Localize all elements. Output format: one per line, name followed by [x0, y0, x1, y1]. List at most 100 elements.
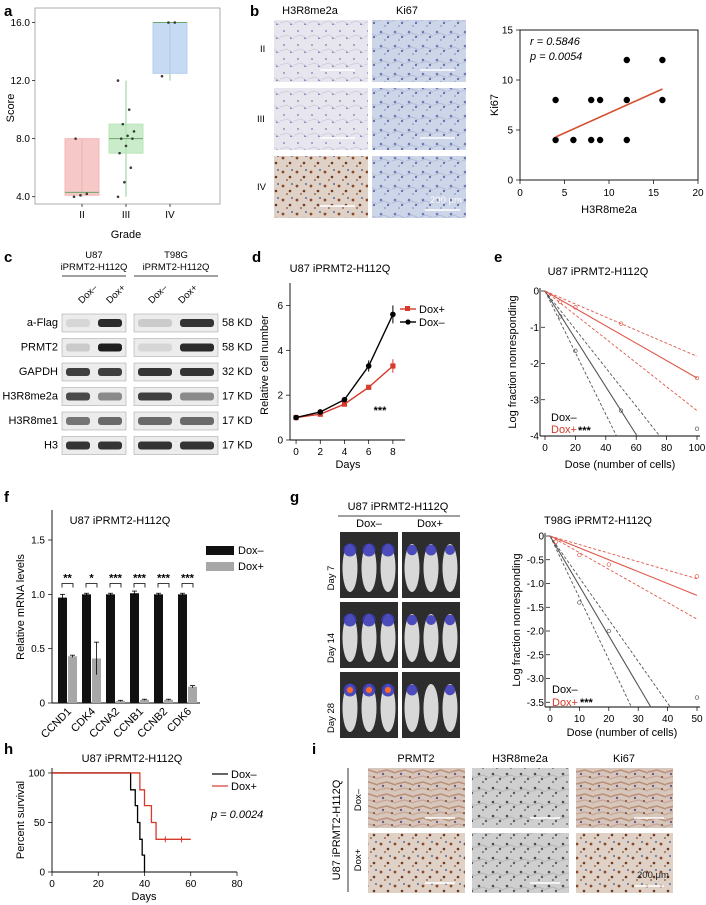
blot-band-c-2-1 — [98, 368, 122, 376]
marker-d-1-2 — [341, 396, 348, 403]
panel-label-b: b — [250, 3, 259, 20]
y-tick-label-g-1: -0.5 — [527, 555, 545, 566]
point-a-1-3 — [118, 151, 121, 155]
y-axis-label-d: Relative cell number — [259, 315, 271, 415]
bar-f-0-1 — [68, 656, 77, 703]
x-axis-label-g: Dose (number of cells) — [567, 727, 678, 739]
significance-e: *** — [578, 425, 592, 437]
x-tick-label-g-4: 40 — [662, 714, 674, 725]
plot-area-e — [544, 290, 700, 437]
scatter-point-b-10 — [659, 96, 666, 104]
micrograph-b-h3r8me2a-ii — [274, 20, 368, 82]
point-a-1-2 — [129, 166, 133, 170]
blot-band-c-0-0 — [66, 319, 90, 327]
y-tick-label-h-1: 50 — [34, 818, 46, 829]
mouse-g-1-0-2 — [380, 614, 396, 662]
mouse-g-2-0-0 — [342, 684, 358, 732]
micrograph-b-ki67-iii — [372, 88, 466, 150]
blot-strip-c-4-1 — [133, 411, 219, 431]
x-tick-label-e-0: 0 — [542, 443, 548, 454]
y-tick-label-g-7: -3.5 — [527, 698, 545, 709]
point-g-1-2 — [606, 562, 611, 567]
panel-d: d U87 iPRMT2-H112Q 0 2 4 6 8 0 2 4 6 *** Dox+ D… — [252, 249, 446, 471]
survival-curve-h-1 — [52, 772, 191, 840]
chart-title-h: U87 iPRMT2-H112Q — [82, 753, 183, 765]
x-axis-label-e: Dose (number of cells) — [565, 459, 676, 471]
x-ticks-d: 0 2 4 6 8 — [293, 440, 396, 458]
point-a-1-9 — [121, 122, 125, 126]
mouse-g-1-0-1 — [361, 614, 377, 662]
chart-title-d: U87 iPRMT2-H112Q — [290, 263, 391, 275]
mouse-g-2-0-1 — [361, 684, 377, 732]
signal-g-1-1-0 — [406, 614, 418, 626]
scatter-point-b-4 — [588, 96, 595, 104]
point-a-1-8 — [132, 130, 136, 133]
mouse-g-0-1-0 — [404, 544, 420, 592]
point-a-2-1 — [167, 21, 170, 24]
x-tick-label-e-5: 100 — [689, 443, 706, 454]
signal-g-1-0-0 — [343, 613, 357, 627]
blot-band-c-0-2 — [138, 319, 172, 327]
mouse-g-0-0-0 — [342, 544, 358, 592]
row-label-b-ii: II — [260, 44, 265, 55]
y-axis-label-a: Score — [5, 94, 17, 123]
y-tick-label-g-0: 0 — [538, 532, 544, 543]
mouse-g-2-0-2 — [380, 684, 396, 732]
point-a-0-2 — [85, 192, 89, 196]
y-tick-label-f-3: 1.5 — [31, 536, 45, 547]
blot-row-label-c-3: H3R8me2a — [2, 391, 59, 403]
y-tick-label-a-0: 4.0 — [16, 192, 30, 203]
blot-band-c-2-3 — [180, 368, 214, 376]
y-tick-label-f-2: 1.0 — [31, 590, 45, 601]
micrograph-i-ki67-dox-minus — [576, 768, 673, 828]
y-tick-label-b-2: 10 — [502, 76, 514, 87]
point-e-1-0 — [558, 299, 563, 305]
blot-band-c-1-0 — [66, 343, 90, 352]
panel-label-h: h — [4, 741, 13, 758]
marker-d-0-3 — [366, 384, 372, 390]
bar-f-5-1 — [188, 686, 197, 703]
micrograph-i-h3r8me2a-dox-minus — [472, 768, 569, 828]
signal-g-0-1-2 — [445, 545, 455, 555]
blot-band-c-3-1 — [98, 392, 122, 401]
y-axis-label-h: Percent survival — [15, 781, 27, 859]
panel-b: b H3R8me2a Ki67 II III IV 200 μm 0 5 10 15 2… — [250, 3, 704, 218]
blot-row-label-c-5: H3 — [44, 440, 58, 452]
point-e-0-3 — [694, 426, 700, 431]
x-tick-label-h-4: 80 — [231, 879, 243, 890]
x-tick-label-e-1: 20 — [570, 443, 582, 454]
legend-label-f-dox-minus: Dox– — [238, 545, 265, 557]
row-label-i-dox-minus: Dox– — [353, 788, 364, 811]
y-tick-label-a-3: 16.0 — [11, 18, 31, 29]
row-label-b-iv: IV — [257, 182, 267, 193]
bar-f-4-0 — [154, 594, 163, 703]
scale-bar-label-b: 200 μm — [430, 195, 462, 206]
scatter-point-b-8 — [623, 96, 630, 104]
point-a-0-3 — [74, 137, 77, 140]
scatter-points-b — [552, 56, 666, 144]
box-group-a — [64, 21, 188, 199]
panel-label-a: a — [4, 3, 13, 20]
blot-rows-c: a-Flag 58 KD PRMT2 58 KD GAPDH 32 KD H3R8me2a 1… — [2, 313, 253, 455]
point-g-0-0 — [577, 600, 582, 605]
x-tick-label-d-0: 0 — [293, 447, 299, 458]
point-a-1-5 — [131, 137, 134, 140]
panel-e: e U87 iPRMT2-H112Q 0 20 40 60 80 100 0 -1 -2 -3 -… — [494, 249, 706, 471]
legend-label-e-dox-minus: Dox– — [551, 412, 578, 424]
y-tick-label-d-0: 0 — [277, 436, 283, 447]
legend-marker-d-dox-plus — [405, 306, 410, 311]
y-axis-label-e: Log fraction nonresponding — [507, 295, 519, 428]
point-a-1-6 — [119, 137, 123, 140]
point-a-1-10 — [127, 108, 131, 111]
x-tick-label-b-1: 5 — [562, 188, 568, 199]
y-tick-label-g-5: -2.5 — [527, 650, 545, 661]
point-a-0-1 — [79, 193, 82, 197]
ci-line-g-1-1 — [549, 535, 698, 620]
signal-g-1-1-2 — [444, 614, 456, 626]
blot-band-c-1-3 — [180, 343, 214, 352]
blot-strip-c-0-1 — [133, 313, 219, 333]
ci-line-e-1-0 — [544, 290, 698, 357]
x-ticks-a: II III IV — [79, 204, 175, 221]
scatter-point-b-11 — [659, 56, 666, 64]
